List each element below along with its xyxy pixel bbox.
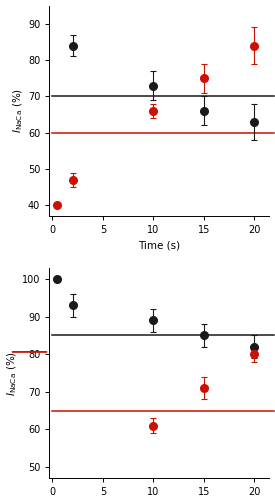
Y-axis label: $I_{\mathrm{NaCa}}$ (%): $I_{\mathrm{NaCa}}$ (%) (12, 89, 25, 133)
Y-axis label: $I_{\mathrm{NaCa}}$ (%): $I_{\mathrm{NaCa}}$ (%) (6, 351, 19, 395)
X-axis label: Time (s): Time (s) (138, 241, 180, 251)
